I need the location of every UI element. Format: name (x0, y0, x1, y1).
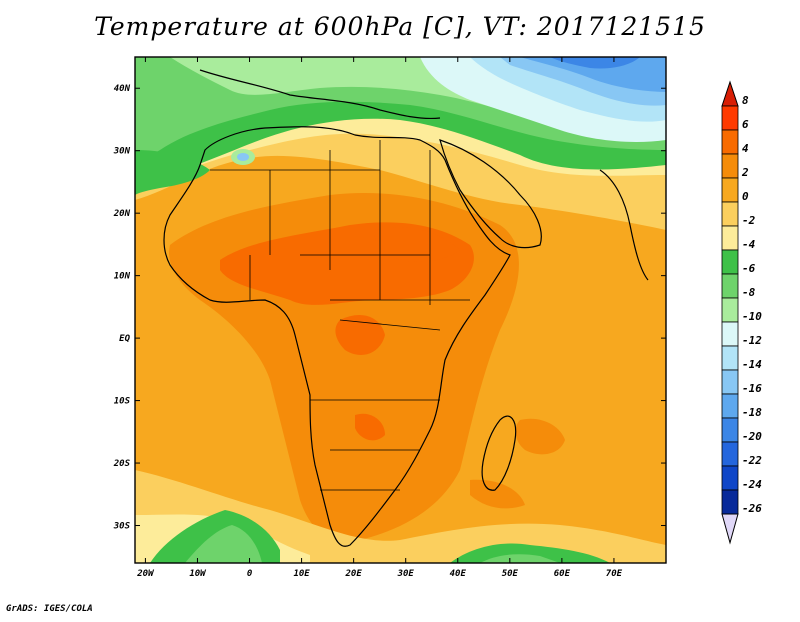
lon-tick-label: 30E (397, 569, 415, 579)
map-frame (134, 56, 667, 564)
africa-coastline (163, 126, 511, 547)
field-band-4-d (374, 227, 460, 262)
colorbar-segment (721, 297, 739, 323)
lon-tick-label: 10W (189, 569, 207, 579)
colorbar-segment (721, 489, 739, 515)
border-lines (210, 140, 470, 491)
field-south-green-east (450, 543, 610, 563)
madagascar-coastline (481, 415, 517, 491)
field-band-2-east (515, 418, 565, 455)
lat-tick-label: 30N (113, 147, 131, 157)
lat-tick-label: 20N (113, 209, 131, 219)
colorbar-label: 2 (741, 166, 749, 179)
colorbar-segment (721, 201, 739, 227)
colorbar-segment (721, 393, 739, 419)
colorbar-segment (721, 129, 739, 155)
colorbar-segment (721, 249, 739, 275)
india-coastline (599, 169, 649, 281)
colorbar-segment (721, 345, 739, 371)
colorbar-segment (721, 321, 739, 347)
colorbar-label: -20 (742, 430, 762, 443)
colorbar-label: -18 (742, 406, 762, 419)
lon-tick-label: 60E (554, 569, 571, 579)
lat-tick-label: EQ (119, 334, 130, 344)
country-borders (210, 140, 470, 491)
field-band-westcoast (135, 150, 210, 195)
lon-tick-label: 50E (502, 569, 519, 579)
field-band-4-c (355, 413, 385, 441)
field-band-minus20 (550, 57, 640, 69)
colorbar-segment (721, 153, 739, 179)
field-south-green-2 (185, 525, 262, 563)
colorbar-label: -4 (742, 238, 756, 251)
colorbar-label: -12 (742, 334, 762, 347)
colorbar-bottom-arrow (721, 513, 739, 545)
colorbar-label: 0 (742, 190, 749, 203)
colorbar-segment (721, 273, 739, 299)
lon-tick-label: 20E (345, 569, 363, 579)
colorbar-label: -24 (742, 478, 762, 491)
field-south-green-east2 (480, 554, 560, 563)
arabia-coastline (439, 139, 542, 249)
lon-tick-label: 10E (293, 569, 310, 579)
colorbar-label: -8 (742, 286, 756, 299)
lon-tick-label: 0 (247, 569, 253, 579)
lat-tick-label: 10N (114, 272, 131, 282)
longitude-axis: 20W 10W 0 10E 20E 30E 40E 50E 60E 70E (136, 57, 623, 579)
colorbar-segment (721, 441, 739, 467)
colorbar-label: -26 (742, 502, 762, 515)
colorbar-label: 6 (742, 118, 749, 131)
field-band-2-south (470, 479, 525, 509)
colorbar-label: 8 (742, 94, 749, 107)
colorbar-label: 4 (742, 142, 749, 155)
colorbar-label: -6 (742, 262, 756, 275)
colorbar-label: -16 (742, 382, 762, 395)
field-band-minus18 (520, 57, 666, 92)
chart-title: Temperature at 600hPa [C], VT: 201712151… (94, 12, 706, 41)
colorbar-segment (721, 465, 739, 491)
colorbar-label: -14 (742, 358, 762, 371)
latitude-axis: 40N 30N 20N 10N EQ 10S 20S 30S (113, 84, 666, 532)
colorbar-segment (721, 105, 739, 131)
lon-tick-label: 40E (450, 569, 467, 579)
lat-tick-label: 30S (113, 522, 131, 532)
field-band-4-b (335, 315, 385, 355)
lat-tick-label: 20S (113, 459, 131, 469)
temperature-field (135, 57, 666, 563)
colorbar-segment (721, 369, 739, 395)
coastlines (163, 69, 649, 547)
colorbar-segment (721, 225, 739, 251)
field-spot-atlas-core (237, 153, 249, 161)
lat-tick-label: 40N (114, 84, 131, 94)
colorbar-top-arrow (721, 80, 739, 107)
colorbar: 8 6 4 2 0 -2 -4 -6 -8 -10 -12 -14 -16 -18 -20 -22 -24 -26 (721, 80, 762, 545)
lon-tick-label: 20W (136, 569, 155, 579)
europe-coastline (199, 69, 441, 120)
lon-tick-label: 70E (606, 569, 623, 579)
lat-tick-label: 10S (114, 397, 131, 407)
colorbar-label: -10 (742, 310, 762, 323)
colorbar-segment (721, 417, 739, 443)
colorbar-label: -2 (742, 214, 756, 227)
colorbar-segment (721, 177, 739, 203)
colorbar-label: -22 (742, 454, 762, 467)
footer-credit: GrADS: IGES/COLA (6, 604, 93, 614)
